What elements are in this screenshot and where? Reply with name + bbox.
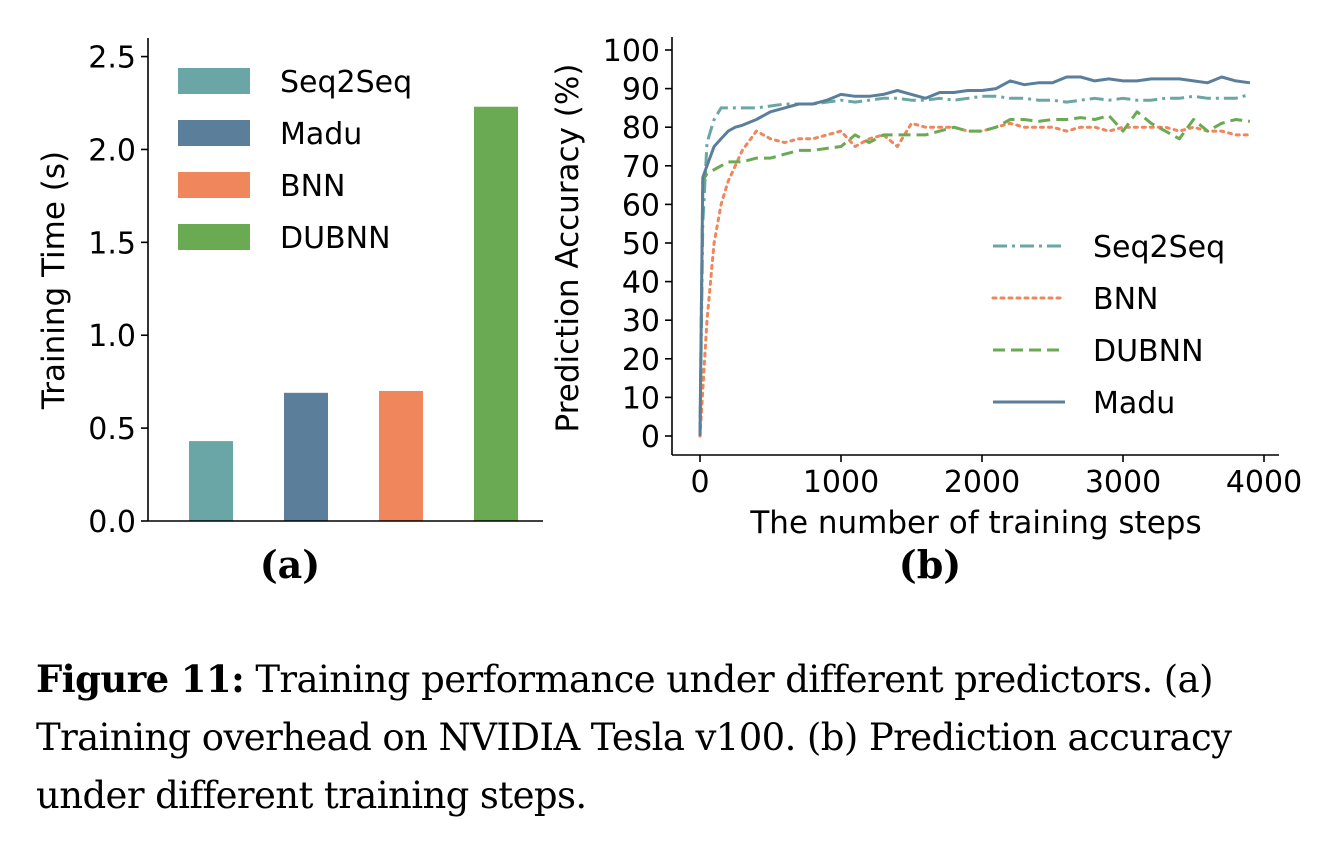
x-tick-label: 2000 <box>944 465 1020 500</box>
y-tick-label: 40 <box>622 266 660 301</box>
bar-seq2seq <box>189 441 233 521</box>
bar-chart-panel: 0.0 0.5 1.0 1.5 2.0 2.5 Training Time (s) Seq… <box>36 38 543 587</box>
y-tick-group: 0.0 0.5 1.0 1.5 2.0 2.5 <box>88 41 148 540</box>
x-tick-label: 3000 <box>1085 465 1161 500</box>
y-tick-label: 10 <box>622 381 660 416</box>
legend-label: Seq2Seq <box>280 65 412 100</box>
legend-swatch <box>178 224 250 250</box>
figure-caption: Figure 11: Training performance under di… <box>36 650 1336 825</box>
y-tick-label: 2.5 <box>88 41 136 76</box>
y-axis-label: Prediction Accuracy (%) <box>550 64 586 433</box>
y-tick-label: 0 <box>641 420 660 455</box>
bar-madu <box>284 392 328 521</box>
caption-text: Training performance under different pre… <box>36 658 1232 817</box>
y-tick-label: 20 <box>622 343 660 378</box>
caption-label: Figure 11: <box>36 657 245 701</box>
legend-swatch <box>178 120 250 146</box>
y-tick-label: 1.0 <box>88 319 136 354</box>
x-tick-label: 1000 <box>803 465 879 500</box>
legend-label: BNN <box>1093 282 1158 317</box>
legend-label: Madu <box>1093 386 1175 421</box>
legend-swatch <box>178 172 250 198</box>
x-axis-label: The number of training steps <box>749 505 1201 541</box>
y-tick-label: 0.0 <box>88 505 136 540</box>
legend-label: BNN <box>280 169 345 204</box>
legend: Seq2Seq Madu BNN DUBNN <box>178 65 412 256</box>
x-tick-group: 0 1000 2000 3000 4000 <box>690 455 1302 500</box>
bar-dubnn <box>474 106 518 521</box>
legend-label: Madu <box>280 117 362 152</box>
y-tick-label: 80 <box>622 111 660 146</box>
legend-label: DUBNN <box>1093 334 1204 369</box>
legend-label: DUBNN <box>280 221 391 256</box>
legend-swatch <box>178 68 250 94</box>
series-line-madu <box>698 75 1251 437</box>
series-line-bnn <box>698 121 1252 438</box>
y-tick-label: 70 <box>622 150 660 185</box>
series-line-seq2seq <box>698 92 1251 437</box>
series-line-dubnn <box>698 110 1251 437</box>
bar-bnn <box>379 390 423 521</box>
y-tick-label: 2.0 <box>88 133 136 168</box>
legend: Seq2Seq BNN DUBNN Madu <box>991 230 1225 421</box>
y-tick-label: 90 <box>622 73 660 108</box>
series-group <box>698 75 1252 438</box>
x-tick-label: 4000 <box>1226 465 1302 500</box>
y-tick-label: 60 <box>622 188 660 223</box>
y-tick-label: 30 <box>622 304 660 339</box>
y-tick-label: 100 <box>603 34 660 69</box>
bar-group <box>189 106 518 521</box>
y-tick-label: 50 <box>622 227 660 262</box>
legend-label: Seq2Seq <box>1093 230 1225 265</box>
y-tick-label: 0.5 <box>88 412 136 447</box>
y-tick-label: 1.5 <box>88 226 136 261</box>
x-tick-label: 0 <box>690 465 709 500</box>
panel-label-b: (b) <box>899 542 962 587</box>
y-axis-label: Training Time (s) <box>36 151 72 410</box>
panel-label-a: (a) <box>260 542 321 587</box>
